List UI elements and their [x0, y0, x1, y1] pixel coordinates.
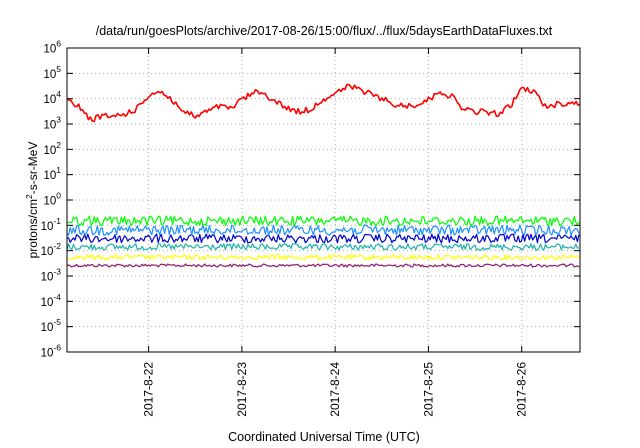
y-axis-label-main: protons/cm — [26, 199, 40, 258]
y-tick-label: 101 — [43, 165, 61, 182]
flux-series-line — [66, 233, 580, 244]
y-tick-label: 10-3 — [41, 267, 62, 284]
x-tick-label: 2017-8-26 — [515, 362, 529, 417]
y-tick-label: 100 — [43, 191, 61, 208]
y-tick-label: 10-4 — [41, 292, 62, 309]
y-axis: 106 105 104 103 102 101 100 10-1 10-2 10-3 10-4 10-… — [41, 39, 580, 360]
series-layer — [66, 83, 581, 268]
y-axis-label: protons/cm2-s-sr-MeV — [24, 142, 40, 259]
x-tick-label: 2017-8-25 — [421, 362, 435, 417]
y-tick-label: 10-2 — [41, 241, 62, 258]
y-tick-label: 104 — [43, 89, 61, 106]
grid — [67, 48, 580, 352]
x-tick-label: 2017-8-23 — [235, 362, 249, 417]
y-tick-label: 106 — [43, 39, 61, 56]
x-tick-label: 2017-8-24 — [328, 362, 342, 417]
y-tick-label: 103 — [43, 115, 61, 132]
flux-series-line — [66, 215, 580, 227]
x-axis-label: Coordinated Universal Time (UTC) — [228, 430, 420, 444]
y-tick-label: 105 — [43, 64, 61, 81]
flux-series-line — [66, 224, 580, 236]
flux-series-line — [66, 254, 580, 261]
y-tick-label: 10-6 — [41, 343, 62, 360]
chart-title: /data/run/goesPlots/archive/2017-08-26/1… — [96, 24, 553, 38]
y-tick-label: 102 — [43, 140, 61, 157]
y-tick-label: 10-1 — [41, 216, 62, 233]
y-axis-label-rest: -s-sr-MeV — [26, 142, 40, 195]
x-tick-label: 2017-8-22 — [142, 362, 156, 417]
y-tick-label: 10-5 — [41, 317, 62, 334]
x-axis: 2017-8-22 2017-8-23 2017-8-24 2017-8-25 2017… — [142, 48, 529, 417]
flux-series-line — [66, 83, 581, 123]
flux-series-line — [66, 263, 580, 268]
flux-series-line — [66, 243, 580, 251]
y-axis-label-superscript: 2 — [24, 194, 34, 199]
